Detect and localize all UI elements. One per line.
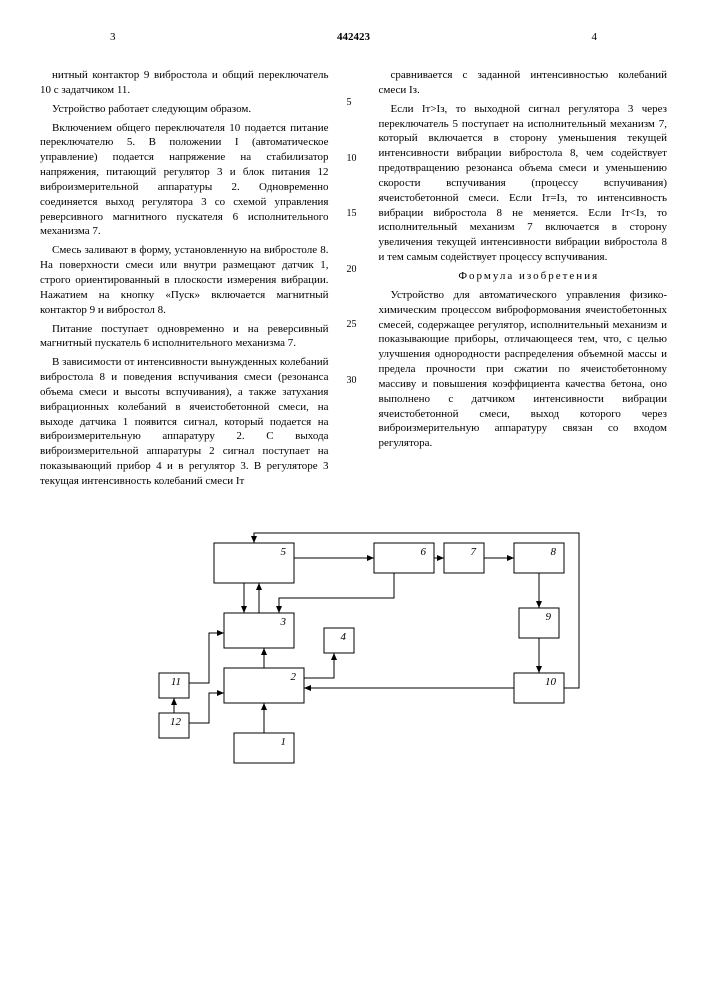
diagram-edge — [279, 573, 394, 613]
document-number: 442423 — [40, 30, 667, 45]
paragraph: Устройство для автоматического управлени… — [379, 288, 668, 451]
line-number-gutter: 5 10 15 20 25 30 — [347, 68, 361, 493]
diagram-node — [519, 608, 559, 638]
line-number: 15 — [347, 207, 361, 221]
line-number: 25 — [347, 318, 361, 332]
diagram-node-label: 9 — [545, 611, 551, 623]
page-header: 3 442423 4 — [40, 30, 667, 60]
diagram-node — [324, 628, 354, 653]
diagram-node-label: 10 — [545, 676, 557, 688]
diagram-node-label: 7 — [470, 546, 476, 558]
page-number-right: 4 — [592, 30, 598, 45]
text-columns: нитный контактор 9 вибростола и общий пе… — [40, 68, 667, 493]
paragraph: Устройство работает следующим образом. — [40, 102, 329, 117]
right-column: сравнивается с заданной интенсивностью к… — [379, 68, 668, 493]
diagram-node — [444, 543, 484, 573]
paragraph: Включением общего переключателя 10 подае… — [40, 121, 329, 240]
diagram-node-label: 2 — [290, 671, 296, 683]
paragraph: Смесь заливают в форму, установленную на… — [40, 243, 329, 317]
paragraph: Питание поступает одновременно и на реве… — [40, 322, 329, 352]
diagram-edge — [304, 653, 334, 678]
diagram-node-label: 6 — [420, 546, 426, 558]
diagram-node — [514, 673, 564, 703]
diagram-edge — [189, 633, 224, 683]
diagram-node-label: 1 — [280, 736, 286, 748]
diagram-svg: 5 6 7 8 3 4 9 11 2 10 12 1 — [124, 523, 584, 823]
paragraph: В зависимости от интенсивности вынужденн… — [40, 355, 329, 489]
paragraph: сравнивается с заданной интенсивностью к… — [379, 68, 668, 98]
diagram-node — [514, 543, 564, 573]
diagram-node-label: 12 — [170, 716, 182, 728]
diagram-node-label: 11 — [170, 676, 180, 688]
diagram-node-label: 8 — [550, 546, 556, 558]
diagram-node-label: 5 — [280, 546, 286, 558]
left-column: нитный контактор 9 вибростола и общий пе… — [40, 68, 329, 493]
diagram-edge — [189, 693, 224, 723]
diagram-node-label: 3 — [279, 616, 286, 628]
paragraph: нитный контактор 9 вибростола и общий пе… — [40, 68, 329, 98]
paragraph: Если Iт>Iз, то выходной сигнал регулятор… — [379, 102, 668, 265]
line-number: 10 — [347, 152, 361, 166]
block-diagram: 5 6 7 8 3 4 9 11 2 10 12 1 — [40, 523, 667, 823]
line-number: 20 — [347, 263, 361, 277]
line-number: 5 — [347, 96, 361, 110]
line-number: 30 — [347, 374, 361, 388]
formula-title: Формула изобретения — [379, 269, 668, 284]
diagram-node-label: 4 — [340, 631, 346, 643]
